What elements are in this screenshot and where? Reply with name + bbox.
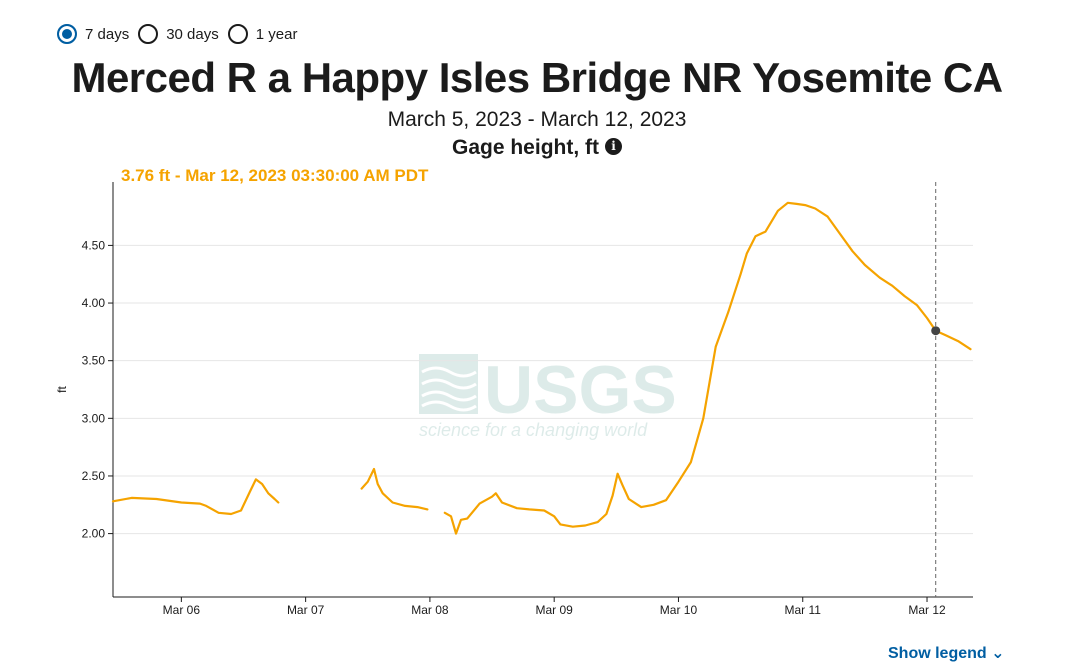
y-tick-label: 2.00: [82, 527, 106, 541]
watermark-name: USGS: [484, 352, 677, 428]
period-selector: 7 days 30 days 1 year: [57, 24, 306, 44]
y-tick-label: 3.00: [82, 411, 106, 425]
show-legend-label[interactable]: Show legend: [888, 645, 987, 662]
y-gridlines: [113, 244, 973, 535]
parameter-heading: Gage height, ft i: [0, 136, 1070, 160]
site-title: Merced R a Happy Isles Bridge NR Yosemit…: [71, 54, 1003, 101]
radio-1-year-label[interactable]: 1 year: [255, 25, 298, 43]
x-tick-label: Mar 08: [411, 603, 449, 617]
show-legend-button[interactable]: Show legend ⌄: [888, 643, 1005, 663]
series-line-segment: [360, 467, 429, 511]
parameter-label: Gage height, ft: [452, 136, 599, 159]
y-tick-label: 2.50: [82, 469, 106, 483]
series-line-segment: [111, 478, 280, 516]
x-tick-label: Mar 10: [660, 603, 698, 617]
watermark-tagline: science for a changing world: [419, 420, 648, 440]
y-tick-label: 3.50: [82, 354, 106, 368]
radio-1-year-button[interactable]: [227, 24, 248, 44]
x-tick-label: Mar 06: [163, 603, 201, 617]
x-tick-label: Mar 07: [287, 603, 325, 617]
y-tick-label: 4.00: [82, 296, 106, 310]
axes: [112, 182, 973, 598]
usgs-watermark: USGS science for a changing world: [419, 352, 677, 440]
usgs-logo-icon: [419, 354, 478, 414]
series-line-segment: [443, 201, 972, 535]
gage-height-series: [111, 201, 972, 535]
x-tick-label: Mar 09: [536, 603, 574, 617]
y-tick-label: 4.50: [82, 238, 106, 252]
y-axis-label: ft: [55, 386, 69, 393]
radio-7-days-label[interactable]: 7 days: [85, 25, 130, 43]
radio-30-days[interactable]: 30 days: [138, 24, 219, 44]
x-tick-label: Mar 11: [785, 603, 822, 617]
y-tick-labels: 2.00 2.50 3.00 3.50 4.00 4.50: [82, 238, 113, 541]
radio-7-days-button[interactable]: [57, 24, 77, 44]
radio-30-days-button[interactable]: [138, 24, 159, 44]
radio-7-days[interactable]: 7 days: [57, 24, 129, 44]
x-tick-labels: Mar 06 Mar 07 Mar 08 Mar 09 Mar 10 Mar 11 Mar …: [163, 597, 946, 617]
chevron-down-icon[interactable]: ⌄: [991, 645, 1005, 662]
cursor-point: [931, 326, 941, 336]
radio-1-year[interactable]: 1 year: [227, 24, 298, 44]
date-range: March 5, 2023 - March 12, 2023: [387, 108, 687, 131]
x-tick-label: Mar 12: [908, 603, 946, 617]
info-icon[interactable]: i: [605, 138, 622, 155]
radio-30-days-label[interactable]: 30 days: [166, 25, 219, 43]
hover-tooltip: 3.76 ft - Mar 12, 2023 03:30:00 AM PDT: [121, 166, 429, 185]
hover-cursor: [931, 182, 941, 597]
